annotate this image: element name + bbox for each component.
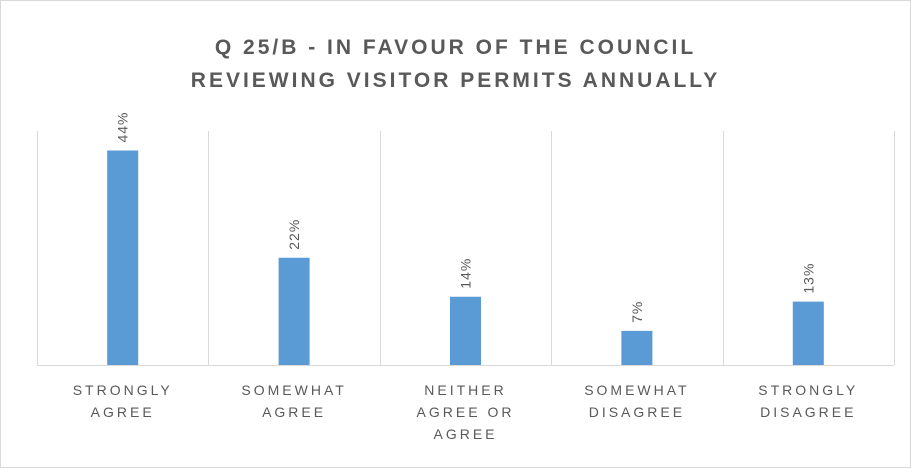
category-label: STRONGLY DISAGREE (733, 379, 883, 423)
category-label-line: STRONGLY (72, 382, 173, 398)
category-label-line: SOMEWHAT (241, 382, 347, 398)
category-label-line: AGREE OR (416, 404, 515, 420)
bar (792, 301, 824, 365)
category-label-line: SOMEWHAT (584, 382, 690, 398)
category-label: NEITHER AGREE OR AGREE (391, 379, 541, 445)
data-label: 13% (800, 263, 816, 294)
data-label: 14% (458, 258, 474, 289)
bar (621, 330, 653, 365)
data-label: 22% (286, 219, 302, 250)
category-label-line: DISAGREE (588, 404, 686, 420)
category-label-line: AGREE (433, 426, 498, 442)
bar (278, 257, 310, 365)
category-label: SOMEWHAT DISAGREE (562, 379, 712, 423)
category-label-line: NEITHER (424, 382, 507, 398)
bar (107, 150, 139, 365)
category-label-line: AGREE (262, 404, 327, 420)
chart-title-line-1: Q 25/B - IN FAVOUR OF THE COUNCIL (214, 36, 697, 59)
bar (450, 296, 481, 365)
data-label: 7% (629, 301, 645, 323)
chart-title: Q 25/B - IN FAVOUR OF THE COUNCIL REVIEW… (1, 31, 910, 97)
category-label-line: AGREE (90, 404, 155, 420)
category-label-line: DISAGREE (760, 404, 857, 420)
category-label-line: STRONGLY (758, 382, 859, 398)
chart-title-line-2: REVIEWING VISITOR PERMITS ANNUALLY (190, 69, 721, 92)
category-label: SOMEWHAT AGREE (219, 379, 369, 423)
data-label: 44% (115, 111, 131, 142)
category-label: STRONGLY AGREE (48, 379, 198, 423)
